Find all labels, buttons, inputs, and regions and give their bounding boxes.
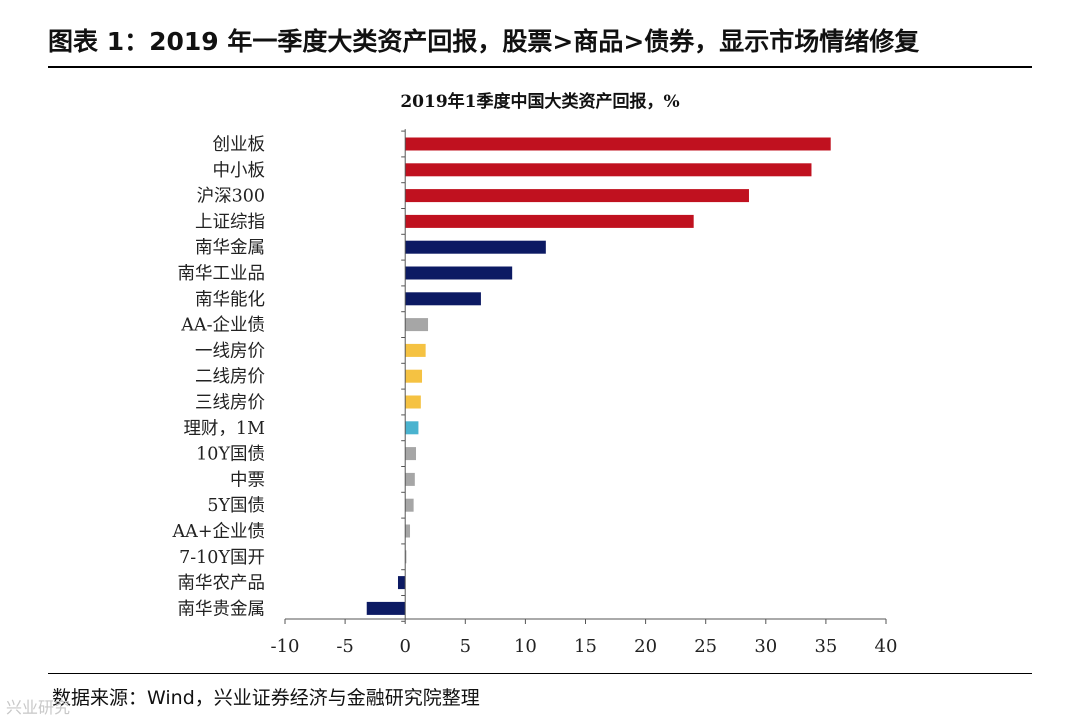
x-tick-label: 0 — [399, 636, 410, 657]
x-tick-label: 35 — [814, 636, 837, 657]
watermark-logo: 兴业研究 — [6, 698, 71, 717]
category-label: 一线房价 — [195, 341, 265, 361]
chart-title: 2019年1季度中国大类资产回报，% — [400, 91, 679, 112]
bar — [405, 292, 481, 306]
category-label: 南华金属 — [195, 238, 265, 258]
figure-header: 图表 1：2019 年一季度大类资产回报，股票>商品>债券，显示市场情绪修复 — [48, 22, 1032, 58]
x-tick-label: 5 — [460, 636, 471, 657]
x-tick-label: 30 — [754, 636, 777, 657]
bar — [405, 189, 749, 203]
category-label: 理财，1M — [183, 419, 265, 439]
x-tick-label: 15 — [574, 636, 597, 657]
category-label: 南华贵金属 — [178, 599, 266, 619]
category-label: 南华工业品 — [178, 264, 266, 284]
bar — [405, 240, 546, 254]
x-tick-label: 10 — [514, 636, 537, 657]
category-label: 7-10Y国开 — [179, 548, 265, 568]
bar — [405, 266, 513, 280]
x-tick-label: 25 — [694, 636, 717, 657]
bar — [405, 369, 423, 383]
x-tick-label: -10 — [271, 636, 300, 657]
bar — [405, 318, 429, 332]
category-label: 上证综指 — [195, 212, 265, 232]
bar — [405, 163, 812, 177]
bottom-divider — [48, 673, 1032, 674]
bar — [405, 421, 419, 435]
bar — [405, 214, 694, 228]
category-label: 南华农产品 — [178, 574, 266, 594]
bar — [405, 395, 421, 409]
bar — [405, 447, 417, 461]
source-note: 数据来源：Wind，兴业证券经济与金融研究院整理 — [52, 687, 480, 709]
bar — [405, 137, 831, 151]
category-label: AA-企业债 — [180, 316, 265, 336]
category-label: 10Y国债 — [196, 445, 265, 465]
category-label: 南华能化 — [195, 290, 265, 310]
bar — [366, 601, 406, 615]
x-tick-label: -5 — [336, 636, 354, 657]
category-label: 中票 — [230, 470, 265, 490]
x-tick-label: 40 — [875, 636, 898, 657]
category-label: 5Y国债 — [207, 496, 265, 516]
category-label: 中小板 — [213, 161, 266, 181]
bar — [405, 524, 411, 538]
top-divider — [48, 66, 1032, 68]
bar — [405, 498, 414, 512]
bar — [397, 576, 406, 590]
bar — [405, 472, 415, 486]
category-label: 沪深300 — [197, 187, 265, 207]
category-label: AA+企业债 — [172, 522, 265, 542]
figure-title: 图表 1：2019 年一季度大类资产回报，股票>商品>债券，显示市场情绪修复 — [48, 27, 920, 56]
category-label: 三线房价 — [195, 393, 265, 413]
bar — [405, 343, 426, 357]
x-tick-label: 20 — [634, 636, 657, 657]
bar — [405, 550, 407, 564]
category-label: 二线房价 — [195, 367, 265, 387]
category-label: 创业板 — [213, 135, 266, 155]
